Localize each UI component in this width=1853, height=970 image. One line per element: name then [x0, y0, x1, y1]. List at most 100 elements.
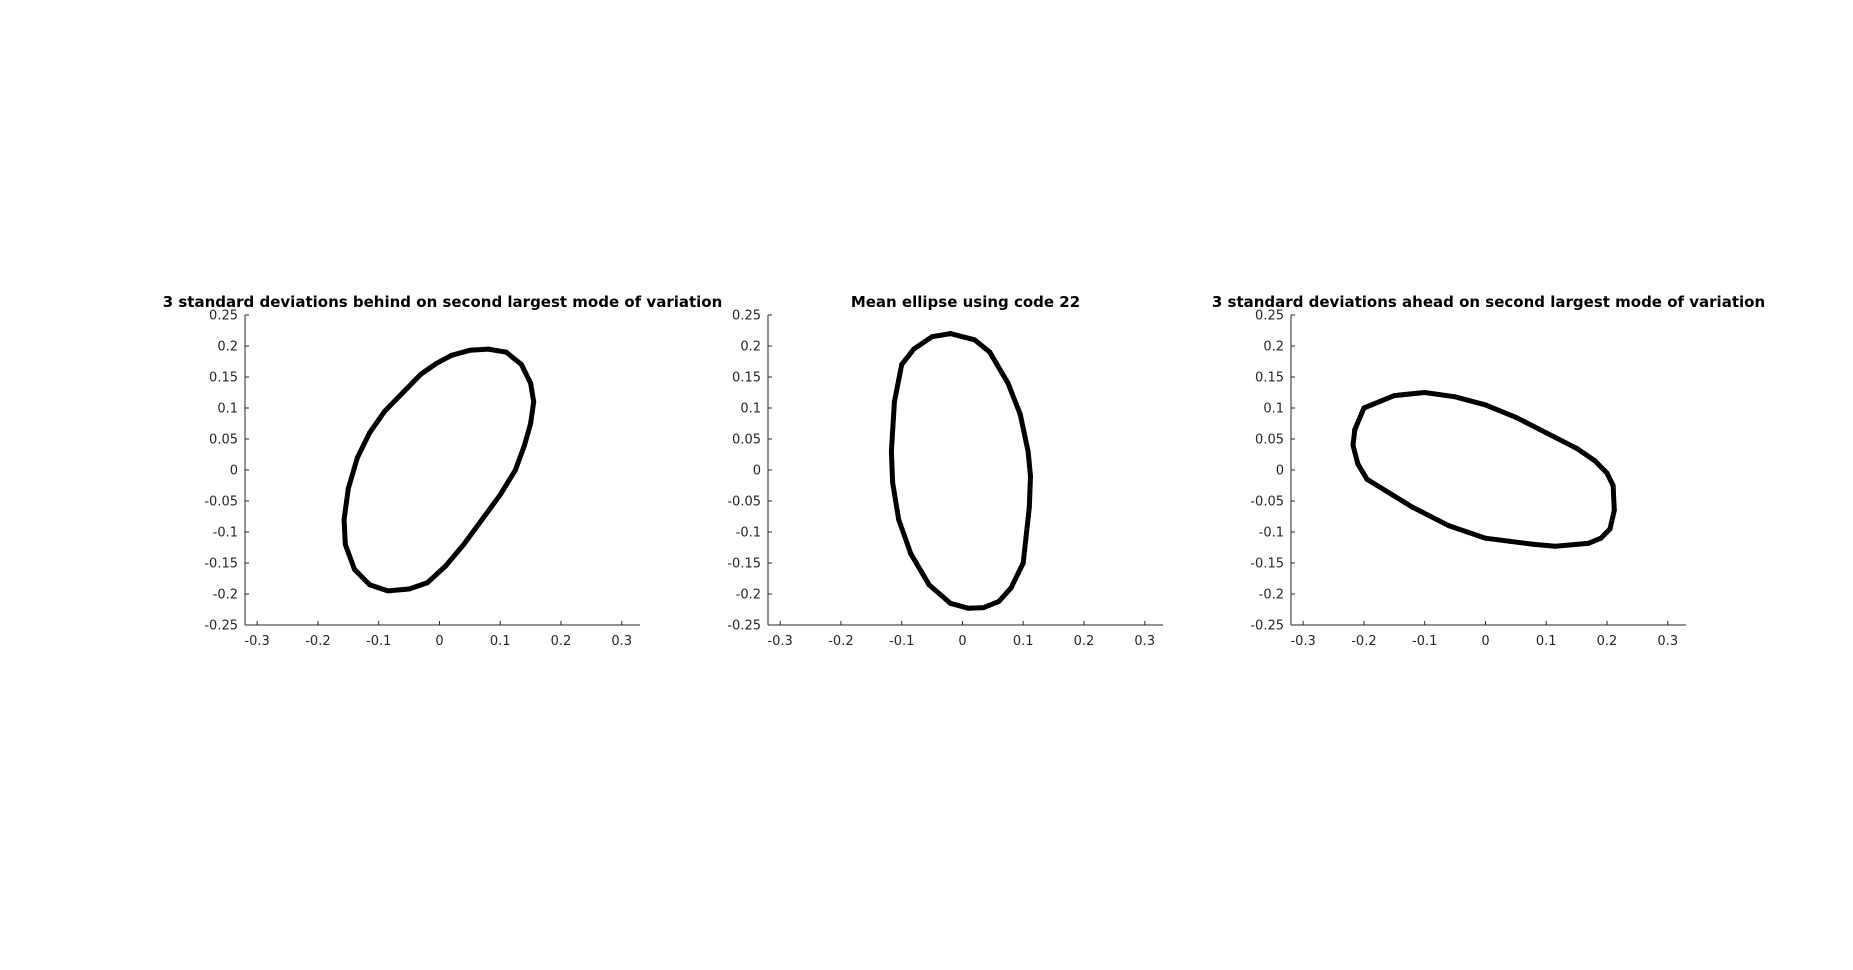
y-tick-label: -0.15: [727, 557, 761, 572]
curve-point: [1020, 560, 1026, 566]
curve-point: [418, 371, 424, 377]
y-tick-label: -0.1: [213, 526, 238, 541]
curve-point: [1531, 541, 1537, 547]
y-tick-label: 0.15: [1255, 371, 1284, 386]
curve-point: [1446, 523, 1452, 529]
y-tick-label: -0.25: [204, 619, 238, 634]
subplot-title: Mean ellipse using code 22: [851, 293, 1080, 311]
curve-point: [367, 430, 373, 436]
y-tick-label: -0.15: [1250, 557, 1284, 572]
x-tick-label: 0: [435, 634, 443, 649]
curve-point: [354, 455, 360, 461]
curve-point: [528, 380, 534, 386]
ellipse-curve: [888, 331, 1033, 611]
curve-point: [1607, 526, 1613, 532]
curve-point: [400, 390, 406, 395]
y-tick-label: 0.1: [1263, 402, 1284, 417]
y-tick-label: 0.05: [732, 433, 761, 448]
curve-point: [966, 605, 971, 611]
y-tick-label: -0.05: [204, 495, 238, 510]
curve-point: [382, 408, 388, 414]
curve-point: [1507, 538, 1513, 544]
y-tick-label: -0.2: [736, 588, 761, 603]
x-tick-label: 0.1: [1013, 634, 1034, 649]
x-tick-label: -0.2: [305, 634, 330, 649]
subplot-title: 3 standard deviations behind on second l…: [163, 293, 723, 311]
y-tick-label: -0.05: [727, 495, 761, 510]
curve-point: [385, 588, 391, 594]
curve-point: [981, 605, 987, 611]
curve-point: [449, 352, 455, 358]
curve-point: [891, 399, 897, 405]
y-tick-label: -0.25: [727, 619, 761, 634]
curve-point: [972, 337, 978, 343]
curve-point: [1364, 476, 1370, 482]
curve-point: [890, 479, 896, 485]
curve-point: [1610, 483, 1616, 488]
curve-point: [479, 517, 485, 523]
curve-point: [461, 541, 467, 547]
x-tick-label: 0: [1481, 634, 1489, 649]
subplot-1: 3 standard deviations behind on second l…: [163, 293, 723, 649]
curve-point: [1586, 540, 1592, 546]
curve-point: [406, 586, 412, 592]
curve-point: [512, 467, 518, 473]
curve-point: [1604, 470, 1610, 476]
x-tick-label: 0.3: [1134, 634, 1155, 649]
y-tick-label: 0.15: [209, 371, 238, 386]
y-tick-label: 0.2: [740, 340, 761, 355]
curve-point: [1410, 504, 1415, 510]
y-tick-label: -0.1: [736, 526, 761, 541]
curve-point: [503, 349, 509, 355]
curve-point: [1025, 448, 1031, 454]
y-tick-label: 0: [753, 464, 761, 479]
curve-point: [1574, 445, 1580, 451]
y-tick-label: 0.25: [209, 309, 238, 324]
y-tick-label: 0.25: [1255, 309, 1284, 324]
x-tick-label: 0.2: [551, 634, 572, 649]
curve-point: [351, 566, 357, 572]
y-tick-label: 0.1: [217, 402, 238, 417]
curve-point: [1592, 458, 1598, 464]
y-tick-label: 0.2: [1263, 340, 1284, 355]
x-tick-label: -0.1: [366, 634, 391, 649]
curve-point: [497, 492, 503, 498]
curve-point: [1483, 402, 1488, 408]
y-tick-label: -0.05: [1250, 495, 1284, 510]
x-tick-label: 0.2: [1074, 634, 1095, 649]
curve-point: [929, 334, 935, 340]
subplot-title: 3 standard deviations ahead on second la…: [1212, 293, 1765, 311]
curve-point: [341, 517, 347, 523]
curve-point: [367, 582, 373, 588]
curve-point: [996, 598, 1002, 604]
curve-point: [1543, 430, 1549, 436]
curve-point: [1005, 380, 1011, 386]
x-tick-label: 0: [958, 634, 966, 649]
curve-point: [947, 600, 953, 606]
curve-point: [1513, 414, 1519, 420]
y-tick-label: 0.25: [732, 309, 761, 324]
curve-point: [342, 541, 348, 547]
curve-point: [1350, 442, 1356, 448]
curve-point: [522, 442, 527, 448]
x-tick-label: -0.1: [1412, 634, 1437, 649]
curve-point: [908, 551, 914, 557]
curve-point: [1017, 411, 1023, 417]
curve-point: [1452, 394, 1458, 400]
curve-point: [896, 517, 902, 523]
curve-point: [899, 362, 905, 368]
curve-point: [531, 399, 537, 405]
curve-point: [433, 360, 439, 366]
curve-point: [485, 346, 491, 352]
y-tick-label: 0.2: [217, 340, 238, 355]
y-tick-label: 0.05: [1255, 433, 1284, 448]
curve-point: [467, 347, 473, 353]
curve-point: [911, 346, 917, 352]
curve-point: [1598, 535, 1604, 541]
x-tick-label: -0.2: [828, 634, 853, 649]
x-tick-label: -0.3: [767, 634, 792, 649]
x-tick-label: -0.2: [1351, 634, 1376, 649]
curve-point: [1361, 405, 1367, 411]
curve-point: [1008, 585, 1014, 591]
